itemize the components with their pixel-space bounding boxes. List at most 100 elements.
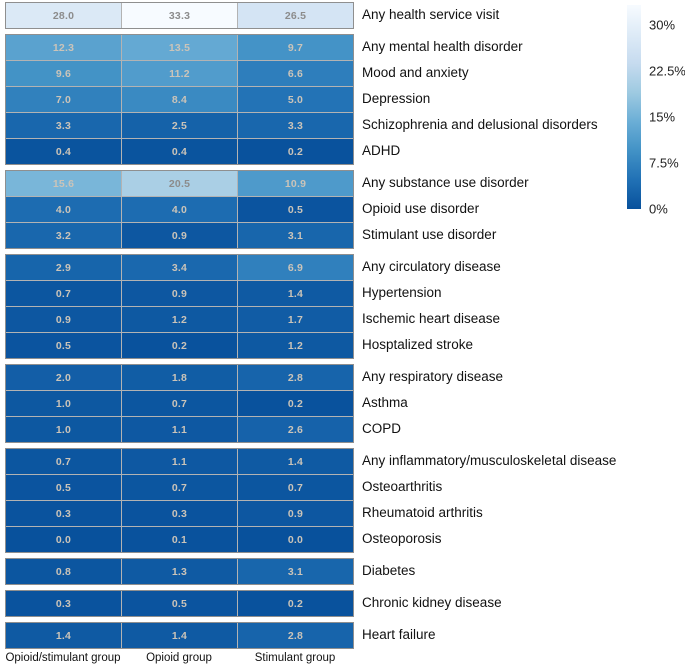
- column-labels-row: Opioid/stimulant group Opioid group Stimul…: [5, 652, 354, 664]
- heatmap-row: 0.3 0.5 0.2: [6, 591, 353, 616]
- row-label-text: ADHD: [362, 143, 401, 158]
- cell-value: 0.2: [287, 597, 304, 610]
- colorbar-gradient: [627, 5, 641, 209]
- cell-value: 6.9: [287, 261, 304, 274]
- row-label: Mood and anxiety: [362, 59, 598, 85]
- heatmap-cell: 1.0: [6, 391, 121, 416]
- cell-value: 0.5: [55, 481, 72, 494]
- heatmap-row: 0.4 0.4 0.2: [6, 138, 353, 164]
- heatmap-cell: 0.4: [6, 139, 121, 164]
- heatmap-row: 28.0 33.3 26.5: [6, 3, 353, 28]
- row-label: Any mental health disorder: [362, 34, 598, 59]
- cells-block: 15.6 20.5 10.9 4.0 4.0 0.5 3.2 0.9 3.1: [5, 170, 354, 249]
- cell-value: 3.2: [55, 229, 72, 242]
- heatmap-cell: 0.7: [237, 475, 353, 500]
- row-label: Any respiratory disease: [362, 364, 503, 389]
- row-label: Opioid use disorder: [362, 195, 529, 221]
- heatmap-cell: 0.5: [121, 591, 237, 616]
- row-label: Schizophrenia and delusional disorders: [362, 111, 598, 137]
- heatmap-row: 3.2 0.9 3.1: [6, 222, 353, 248]
- heatmap-cell: 12.3: [6, 35, 121, 60]
- row-label: Rheumatoid arthritis: [362, 499, 616, 525]
- row-label: COPD: [362, 415, 503, 441]
- heatmap-cell: 0.5: [237, 197, 353, 222]
- heatmap-cell: 3.4: [121, 255, 237, 280]
- cell-value: 1.7: [287, 313, 304, 326]
- cells-block: 12.3 13.5 9.7 9.6 11.2 6.6 7.0 8.4 5.0 3.3 2.5 3.3 0…: [5, 34, 354, 165]
- row-label-text: Rheumatoid arthritis: [362, 505, 483, 520]
- heatmap-cell: 0.7: [6, 449, 121, 474]
- cell-value: 2.5: [171, 119, 188, 132]
- row-label: Stimulant use disorder: [362, 221, 529, 247]
- colorbar-tick-label: 30%: [649, 17, 676, 33]
- heatmap-cell: 0.3: [6, 591, 121, 616]
- heatmap-cell: 10.9: [237, 171, 353, 196]
- heatmap-cell: 0.5: [6, 475, 121, 500]
- heatmap-cell: 2.5: [121, 113, 237, 138]
- heatmap-row: 0.5 0.2 1.2: [6, 332, 353, 358]
- cell-value: 2.6: [287, 423, 304, 436]
- heatmap-section: 2.9 3.4 6.9 0.7 0.9 1.4 0.9 1.2 1.7 0.5 0.2 1.2 Any …: [5, 254, 616, 359]
- cell-value: 0.3: [55, 507, 72, 520]
- heatmap-cell: 1.8: [121, 365, 237, 390]
- labels-block: Any inflammatory/musculoskeletal disease…: [362, 448, 616, 551]
- row-label: Heart failure: [362, 622, 436, 647]
- heatmap-cell: 2.8: [237, 365, 353, 390]
- heatmap-cell: 0.9: [6, 307, 121, 332]
- row-label-text: Osteoporosis: [362, 531, 442, 546]
- colorbar-tick-label: 7.5%: [649, 155, 679, 171]
- heatmap-cell: 0.2: [121, 333, 237, 358]
- row-label: Any substance use disorder: [362, 170, 529, 195]
- colorbar-tick-label: 15%: [649, 109, 676, 125]
- cell-value: 1.3: [171, 565, 188, 578]
- row-label: Asthma: [362, 389, 503, 415]
- heatmap-row: 3.3 2.5 3.3: [6, 112, 353, 138]
- row-label-text: Any health service visit: [362, 7, 500, 22]
- column-label: Opioid group: [146, 652, 212, 664]
- cell-value: 0.9: [287, 507, 304, 520]
- cell-value: 1.4: [287, 455, 304, 468]
- heatmap-cell: 0.9: [121, 281, 237, 306]
- heatmap-cell: 9.7: [237, 35, 353, 60]
- cell-value: 13.5: [168, 41, 191, 54]
- heatmap-cell: 0.3: [121, 501, 237, 526]
- cell-value: 0.7: [287, 481, 304, 494]
- cell-value: 9.6: [55, 67, 72, 80]
- heatmap-cell: 0.0: [6, 527, 121, 552]
- heatmap-row: 7.0 8.4 5.0: [6, 86, 353, 112]
- labels-block: Any circulatory disease Hypertension Ische…: [362, 254, 501, 357]
- heatmap-cell: 1.4: [6, 623, 121, 648]
- heatmap-cell: 3.3: [237, 113, 353, 138]
- heatmap-cell: 0.3: [6, 501, 121, 526]
- heatmap-cell: 6.9: [237, 255, 353, 280]
- heatmap-cell: 3.3: [6, 113, 121, 138]
- row-label-text: Hypertension: [362, 285, 442, 300]
- cell-value: 6.6: [287, 67, 304, 80]
- cell-value: 10.9: [284, 177, 307, 190]
- heatmap-cell: 4.0: [121, 197, 237, 222]
- row-label-text: Opioid use disorder: [362, 201, 480, 216]
- cell-value: 3.3: [55, 119, 72, 132]
- row-label: ADHD: [362, 137, 598, 163]
- cell-value: 2.9: [55, 261, 72, 274]
- cell-value: 26.5: [284, 9, 307, 22]
- labels-block: Any substance use disorder Opioid use dis…: [362, 170, 529, 247]
- row-label-text: Chronic kidney disease: [362, 595, 502, 610]
- cell-value: 1.1: [171, 423, 188, 436]
- heatmap-row: 2.9 3.4 6.9: [6, 255, 353, 280]
- cell-value: 1.0: [55, 423, 72, 436]
- heatmap-row: 4.0 4.0 0.5: [6, 196, 353, 222]
- heatmap-cell: 0.9: [121, 223, 237, 248]
- heatmap-cell: 7.0: [6, 87, 121, 112]
- cell-value: 0.0: [287, 533, 304, 546]
- labels-block: Heart failure: [362, 622, 436, 647]
- row-label: Chronic kidney disease: [362, 590, 502, 615]
- cell-value: 8.4: [171, 93, 188, 106]
- cell-value: 12.3: [52, 41, 75, 54]
- heatmap-cell: 1.2: [237, 333, 353, 358]
- heatmap-cell: 0.4: [121, 139, 237, 164]
- cell-value: 2.0: [55, 371, 72, 384]
- column-label: Opioid/stimulant group: [5, 652, 121, 664]
- labels-block: Diabetes: [362, 558, 415, 583]
